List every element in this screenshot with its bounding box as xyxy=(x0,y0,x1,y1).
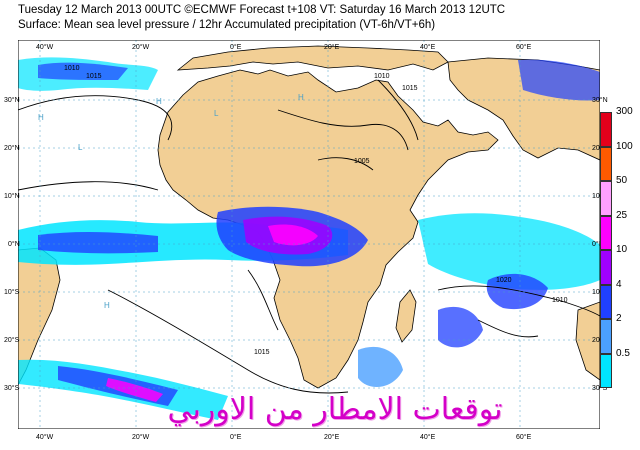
lat-label: 20°S xyxy=(4,337,20,344)
colorbar-label: 0.5 xyxy=(616,347,630,359)
isobar-label: 1015 xyxy=(86,73,102,80)
precipitation-field xyxy=(18,57,600,420)
madagascar-island xyxy=(395,289,417,343)
colorbar-swatch xyxy=(600,319,612,354)
isobar-line xyxy=(277,109,409,151)
lon-label: 60°E xyxy=(516,44,532,51)
colorbar-label: 4 xyxy=(616,278,622,290)
europe-landmass xyxy=(176,45,449,71)
forecast-field-subtitle: Surface: Mean sea level pressure / 12hr … xyxy=(18,19,436,31)
lat-lon-grid xyxy=(18,40,600,429)
low-pressure-marker: L xyxy=(214,109,219,118)
lat-label: 20°N xyxy=(4,145,20,152)
lat-label: 0°N xyxy=(8,241,20,248)
isobar-line xyxy=(18,95,173,141)
lat-label: 20°S xyxy=(592,337,607,344)
forecast-run-title: Tuesday 12 March 2013 00UTC ©ECMWF Forec… xyxy=(18,4,506,16)
australia-landmass xyxy=(575,301,600,381)
high-pressure-marker: H xyxy=(38,113,44,122)
forecast-map: 1010 1015 1005 1010 1015 1010 1015 1020 … xyxy=(18,40,600,429)
lat-label: 10°S xyxy=(4,289,20,296)
lat-label: 10°N xyxy=(592,193,608,200)
lat-label: 30°S xyxy=(592,385,608,392)
lon-label: 40°W xyxy=(36,434,54,441)
colorbar-swatch xyxy=(600,215,612,250)
lon-label: 20°W xyxy=(132,434,150,441)
isobar-line xyxy=(377,79,419,141)
isobar-line xyxy=(317,157,374,171)
isobar-label: 1015 xyxy=(402,85,418,92)
isobar-label: 1020 xyxy=(496,277,512,284)
high-pressure-marker: H xyxy=(298,93,304,102)
lon-label: 20°E xyxy=(324,434,340,441)
pressure-centres: H H H L L H xyxy=(38,93,304,310)
colorbar-swatch xyxy=(600,181,612,216)
high-pressure-marker: H xyxy=(156,97,162,106)
lat-label: 0°N xyxy=(592,241,604,248)
colorbar-swatch xyxy=(600,353,612,388)
isobar-labels: 1010 1015 1005 1010 1015 1010 1015 1020 xyxy=(64,65,568,356)
isobar-line xyxy=(18,181,159,191)
lon-label: 40°W xyxy=(36,44,54,51)
colorbar-swatch xyxy=(600,146,612,181)
low-pressure-marker: L xyxy=(78,143,83,152)
isobar-line xyxy=(477,319,539,338)
lat-label: 30°S xyxy=(4,385,20,392)
colorbar-swatch xyxy=(600,250,612,285)
lon-label: 40°E xyxy=(420,44,436,51)
colorbar-label: 10 xyxy=(616,244,628,255)
lon-label: 0°E xyxy=(230,44,242,51)
isobar-label: 1010 xyxy=(552,297,568,304)
lat-label: 10°S xyxy=(592,289,607,296)
isobar-lines xyxy=(18,79,600,394)
colorbar-swatch xyxy=(600,112,612,147)
lat-label: 10°N xyxy=(4,193,20,200)
precip-indian-ocean xyxy=(418,213,600,290)
isobar-line xyxy=(247,269,279,331)
lon-label: 40°E xyxy=(420,434,436,441)
isobar-label: 1015 xyxy=(254,349,270,356)
colorbar-label: 100 xyxy=(616,140,633,152)
colorbar-label: 50 xyxy=(616,175,628,186)
lon-label: 60°E xyxy=(516,434,532,441)
isobar-line xyxy=(107,289,349,394)
isobar-label: 1010 xyxy=(374,73,390,80)
high-pressure-marker: H xyxy=(104,301,110,310)
isobar-line xyxy=(437,285,600,317)
lon-label: 20°W xyxy=(132,44,150,51)
lon-label: 0°E xyxy=(230,434,242,441)
isobar-label: 1005 xyxy=(354,158,370,165)
lat-label: 20°N xyxy=(592,145,608,152)
arabic-watermark: توقعات الامطار من الاوربي xyxy=(167,392,503,427)
lon-label: 20°E xyxy=(324,44,340,51)
isobar-label: 1010 xyxy=(64,65,80,72)
lat-label: 30°N xyxy=(592,97,608,104)
colorbar-label: 2 xyxy=(616,313,622,324)
colorbar-label: 25 xyxy=(616,209,628,221)
colorbar-swatch xyxy=(600,284,612,319)
colorbar-label: 300 xyxy=(616,106,633,117)
lat-label: 30°N xyxy=(4,97,20,104)
